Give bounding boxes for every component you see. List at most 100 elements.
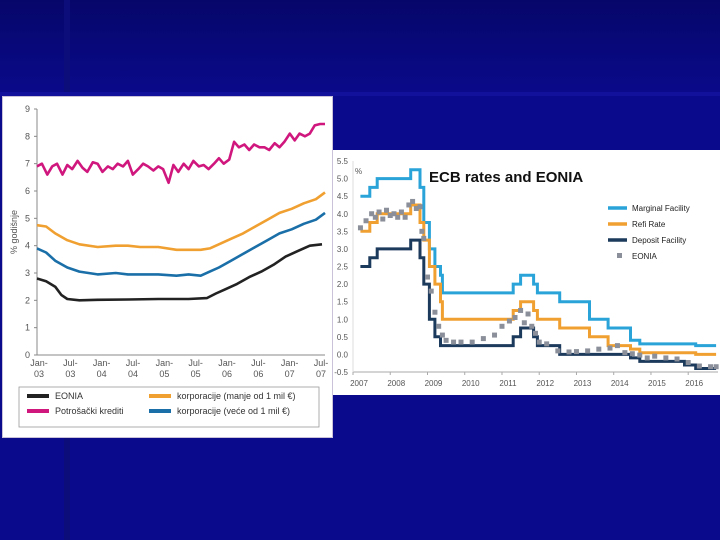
left-y-tick-label: 4 <box>25 241 30 251</box>
left-legend-label: EONIA <box>55 391 83 401</box>
right-eonia-marker <box>376 209 382 215</box>
left-series-line-0 <box>36 243 323 302</box>
right-y-tick-label: 2.5 <box>337 263 349 272</box>
right-x-tick-label: 2012 <box>536 379 554 388</box>
left-legend-box <box>18 386 320 428</box>
right-eonia-marker <box>529 323 535 329</box>
right-y-tick-label: 5.0 <box>337 175 349 184</box>
right-eonia-marker <box>398 209 404 215</box>
right-x-tick-label: 2009 <box>425 379 443 388</box>
right-eonia-marker <box>439 332 445 338</box>
right-eonia-marker <box>607 345 613 351</box>
left-series-line-3 <box>36 211 326 277</box>
right-x-tick-label: 2011 <box>499 379 517 388</box>
right-x-tick-label: 2013 <box>574 379 592 388</box>
right-y-tick-label: 1.0 <box>337 315 349 324</box>
right-eonia-marker <box>387 213 393 219</box>
left-x-tick-label-top: Jan- <box>30 358 48 368</box>
right-y-tick-label: 3.5 <box>337 227 349 236</box>
left-x-tick-label-top: Jan- <box>281 358 299 368</box>
right-eonia-marker <box>506 318 512 324</box>
right-y-tick-label: 1.5 <box>337 298 349 307</box>
right-y-tick-label: -0.5 <box>334 368 348 377</box>
left-y-tick-label: 0 <box>25 350 30 360</box>
right-x-tick-label: 2016 <box>685 379 703 388</box>
right-y-tick-label: 4.0 <box>337 210 349 219</box>
right-eonia-marker <box>622 350 628 356</box>
right-eonia-marker <box>469 339 475 345</box>
right-eonia-marker <box>395 214 401 220</box>
right-eonia-marker <box>384 207 390 213</box>
right-y-tick-label: 0.5 <box>337 333 349 342</box>
left-y-tick-label: 5 <box>25 213 30 223</box>
right-eonia-marker <box>674 356 680 362</box>
right-y-tick-label: 5.5 <box>337 157 349 166</box>
left-series-line-2 <box>36 191 326 252</box>
right-eonia-marker <box>536 339 542 345</box>
right-y-tick-label: 3.0 <box>337 245 349 254</box>
right-y-tick-label: 0.0 <box>337 350 349 359</box>
right-eonia-marker <box>614 343 620 349</box>
right-x-tick-label: 2015 <box>648 379 666 388</box>
right-eonia-marker <box>428 288 434 294</box>
right-eonia-marker <box>357 225 363 231</box>
left-y-tick-label: 9 <box>25 104 30 114</box>
right-chart-title: ECB rates and EONIA <box>429 169 583 186</box>
right-series-line-0 <box>360 168 717 348</box>
right-eonia-marker <box>573 349 579 355</box>
right-eonia-marker <box>521 320 527 326</box>
right-eonia-marker <box>432 309 438 315</box>
left-x-tick-label-bottom: 05 <box>159 369 169 379</box>
left-legend-label: korporacije (veće od 1 mil €) <box>177 406 290 416</box>
right-eonia-marker <box>652 353 658 359</box>
left-y-tick-label: 1 <box>25 323 30 333</box>
right-eonia-marker <box>663 355 669 361</box>
right-x-tick-label: 2007 <box>350 379 368 388</box>
right-eonia-marker <box>410 198 416 204</box>
right-eonia-marker <box>512 314 518 320</box>
right-legend-label: Deposit Facility <box>632 236 686 245</box>
right-eonia-marker <box>713 364 719 370</box>
right-eonia-marker <box>696 363 702 369</box>
right-eonia-marker <box>417 204 423 210</box>
right-x-tick-label: 2008 <box>387 379 405 388</box>
left-x-tick-label-bottom: 05 <box>191 369 201 379</box>
right-y-tick-label: 4.5 <box>337 192 349 201</box>
left-y-tick-label: 6 <box>25 186 30 196</box>
right-eonia-marker <box>419 228 425 234</box>
right-eonia-marker <box>451 339 457 345</box>
left-legend-label: korporacije (manje od 1 mil €) <box>177 391 296 401</box>
left-x-tick-label-bottom: 03 <box>65 369 75 379</box>
right-eonia-marker <box>480 336 486 342</box>
left-x-tick-label-bottom: 06 <box>222 369 232 379</box>
right-eonia-marker <box>685 360 691 366</box>
left-x-tick-label-bottom: 04 <box>97 369 107 379</box>
right-eonia-marker <box>596 346 602 352</box>
left-x-tick-label-bottom: 07 <box>316 369 326 379</box>
right-eonia-marker <box>518 307 524 313</box>
left-x-tick-label-top: Jan- <box>156 358 174 368</box>
right-eonia-marker <box>391 211 397 217</box>
right-eonia-marker <box>380 216 386 222</box>
left-legend-label: Potrošački krediti <box>55 406 124 416</box>
right-eonia-marker <box>644 355 650 361</box>
left-y-axis-label: % godišnje <box>9 210 19 254</box>
right-eonia-marker <box>629 351 635 357</box>
left-x-tick-label-bottom: 03 <box>34 369 44 379</box>
right-chart: 5.5 5.0 4.5 4.0 3.5 3.0 2.5 2.0 1.5 1.0 0.5 0.0 -0.5… <box>334 157 719 388</box>
left-x-tick-label-top: Jan- <box>93 358 111 368</box>
right-eonia-marker <box>533 330 538 336</box>
right-eonia-marker <box>406 202 412 208</box>
right-eonia-marker <box>637 352 643 358</box>
right-eonia-marker <box>363 218 369 224</box>
left-x-tick-label-bottom: 04 <box>128 369 138 379</box>
right-eonia-marker <box>436 323 442 329</box>
right-eonia-marker <box>566 349 572 355</box>
right-legend-label: Refi Rate <box>632 220 666 229</box>
right-eonia-marker <box>525 311 531 317</box>
right-eonia-marker <box>421 235 427 241</box>
right-eonia-marker <box>555 348 561 354</box>
left-y-tick-label: 8 <box>25 131 30 141</box>
right-x-tick-label: 2010 <box>462 379 480 388</box>
